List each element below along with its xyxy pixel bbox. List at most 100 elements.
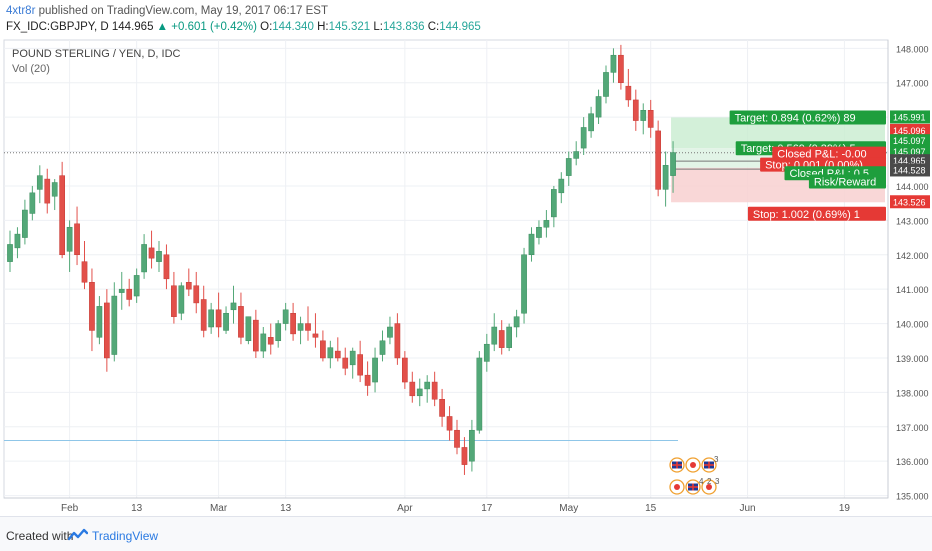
x-tick-label: 13 — [131, 503, 143, 514]
candle-body — [185, 282, 192, 290]
price-axis-label: 145.096 — [893, 126, 926, 136]
candle-body — [215, 309, 222, 328]
candle-body — [372, 357, 378, 383]
candle-body — [632, 99, 639, 121]
symbol-line: FX_IDC:GBPJPY, D 144.965 ▲ +0.601 (+0.42… — [6, 21, 481, 33]
candle-body — [610, 54, 617, 73]
candle-body — [305, 323, 311, 331]
created-with-text: Created with — [6, 529, 74, 543]
candle-body — [349, 350, 356, 366]
candle-body — [59, 175, 65, 256]
japan-flag-icon — [674, 484, 680, 490]
candle-body — [178, 285, 185, 314]
candle-body — [379, 340, 386, 355]
x-tick-label: Apr — [397, 503, 413, 514]
candle-body — [193, 285, 200, 304]
candle-body — [290, 312, 296, 335]
y-tick-label: 140.000 — [896, 320, 929, 330]
event-count: 4 — [699, 477, 704, 486]
x-tick-label: 13 — [280, 503, 292, 514]
position-label-bg — [747, 206, 886, 221]
candle-body — [230, 302, 237, 311]
position-label: Target: 0.894 (0.62%) 89 — [735, 112, 856, 124]
chart-area[interactable]: 148.000147.000146.000145.000144.000143.0… — [0, 38, 932, 516]
candle-body — [506, 326, 512, 348]
y-tick-label: 136.000 — [896, 457, 929, 467]
candle-body — [66, 226, 73, 252]
japan-flag-icon — [690, 462, 696, 468]
volume-indicator-label[interactable]: Vol (20) — [12, 63, 50, 75]
publish-line: 4xtr8r published on TradingView.com, May… — [6, 5, 328, 17]
high-value: 145.321 — [328, 21, 371, 33]
candle-body — [416, 388, 423, 397]
event-count: 2 — [707, 477, 712, 486]
candle-body — [7, 244, 13, 262]
author-link[interactable]: 4xtr8r — [6, 5, 36, 17]
y-tick-label: 147.000 — [896, 79, 929, 89]
candle-body — [200, 299, 207, 331]
open-label: O: — [260, 21, 273, 33]
price-change: +0.601 (+0.42%) — [171, 21, 257, 33]
candle-body — [580, 127, 587, 149]
candle-body — [223, 312, 229, 331]
candle-body — [320, 340, 326, 359]
candle-body — [647, 110, 654, 128]
price-axis-label: 145.097 — [893, 147, 926, 157]
low-label: L: — [373, 21, 383, 33]
candle-body — [89, 282, 95, 331]
candle-body — [118, 288, 125, 293]
series-title: POUND STERLING / YEN, D, IDC — [12, 48, 181, 60]
candle-body — [22, 209, 28, 238]
price-axis-label: 145.097 — [893, 136, 926, 146]
candle-body — [536, 226, 542, 238]
candle-body — [588, 113, 594, 132]
candle-body — [81, 261, 88, 283]
candle-body — [334, 350, 341, 359]
price-axis-label-bg — [890, 195, 930, 209]
candle-body — [424, 381, 431, 390]
tradingview-link[interactable]: TradingView — [92, 529, 159, 543]
candle-body — [670, 152, 676, 176]
position-label-bg — [772, 146, 886, 161]
position-label: Stop: 1.002 (0.69%) 1 — [753, 209, 860, 221]
candle-body — [96, 306, 103, 338]
symbol-name[interactable]: FX_IDC:GBPJPY, D — [6, 21, 109, 33]
candle-body — [133, 275, 140, 297]
candle-body — [483, 343, 490, 362]
price-axis-label-bg — [890, 163, 930, 177]
candle-body — [454, 429, 460, 448]
x-tick-label: Feb — [61, 503, 79, 514]
tradingview-logo-icon[interactable] — [67, 528, 89, 547]
candle-body — [603, 72, 609, 97]
price-axis-label: 145.991 — [893, 112, 926, 122]
candle-body — [662, 165, 669, 190]
candle-body — [267, 337, 274, 345]
price-axis-label-bg — [890, 123, 930, 137]
candle-body — [327, 347, 334, 359]
candle-body — [446, 416, 453, 431]
y-tick-label: 143.000 — [896, 216, 929, 226]
chart-header: 4xtr8r published on TradingView.com, May… — [0, 0, 932, 38]
candle-body — [595, 96, 602, 118]
candle-body — [565, 158, 572, 176]
candle-body — [260, 333, 267, 352]
candle-body — [476, 357, 483, 431]
candle-body — [394, 323, 401, 359]
candle-body — [387, 326, 393, 338]
candle-body — [141, 244, 147, 273]
candle-body — [402, 357, 408, 383]
x-tick-label: 17 — [481, 503, 493, 514]
candle-body — [163, 254, 170, 280]
candle-body — [312, 333, 319, 338]
candle-body — [655, 130, 661, 190]
price-axis-label: 143.526 — [893, 197, 926, 207]
price-axis-label-bg — [890, 134, 930, 148]
candle-body — [551, 189, 557, 218]
candle-body — [618, 54, 624, 83]
price-chart[interactable]: 148.000147.000146.000145.000144.000143.0… — [0, 38, 932, 516]
y-tick-label: 148.000 — [896, 44, 929, 54]
price-axis-label-bg — [890, 110, 930, 124]
x-tick-label: May — [559, 503, 578, 514]
price-axis-label: 144.528 — [893, 165, 926, 175]
x-tick-label: 19 — [839, 503, 851, 514]
